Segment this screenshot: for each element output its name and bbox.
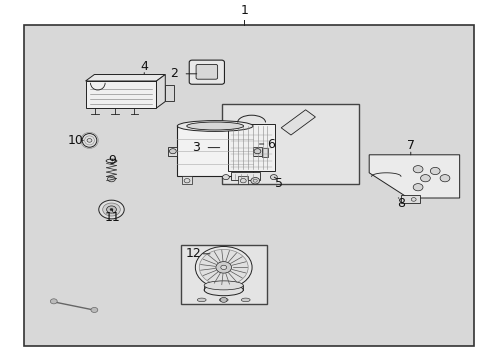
Circle shape [420,175,429,182]
Circle shape [183,179,189,183]
Bar [228,124,274,171]
Ellipse shape [177,121,253,131]
Circle shape [412,166,422,173]
Polygon shape [281,110,315,135]
Circle shape [50,299,57,304]
Circle shape [253,179,257,182]
Bar [24,25,473,346]
Circle shape [99,200,124,219]
Text: 3: 3 [191,141,199,154]
Circle shape [107,176,115,182]
Circle shape [412,184,422,191]
Circle shape [220,297,226,302]
Bar [400,195,419,203]
Circle shape [215,262,231,273]
Circle shape [221,265,226,270]
Polygon shape [85,75,165,81]
Circle shape [254,149,261,154]
Circle shape [270,175,277,180]
Bar [85,81,156,108]
Circle shape [199,249,247,285]
Circle shape [87,139,92,142]
Ellipse shape [204,284,243,296]
Circle shape [410,198,415,201]
Bar [181,245,266,304]
Circle shape [106,206,116,213]
Ellipse shape [197,298,206,302]
Bar [168,147,177,156]
Bar [231,172,259,180]
Circle shape [240,179,245,183]
Text: 12: 12 [185,247,201,260]
Circle shape [195,247,252,288]
Circle shape [222,175,229,180]
Text: 9: 9 [108,154,116,167]
Circle shape [439,175,449,182]
Text: 4: 4 [140,60,148,73]
Circle shape [429,167,439,175]
Bar [238,176,247,184]
Text: 1: 1 [240,4,248,17]
Circle shape [250,177,259,184]
Bar [165,85,174,101]
Text: 5: 5 [274,177,282,190]
Text: 11: 11 [104,211,120,224]
Ellipse shape [106,159,117,163]
Polygon shape [368,155,459,198]
Ellipse shape [204,281,243,290]
Text: 10: 10 [68,134,83,147]
Bar [262,148,267,157]
FancyBboxPatch shape [196,64,217,79]
Circle shape [169,149,176,154]
Text: 6: 6 [267,138,275,150]
Ellipse shape [82,134,97,147]
Polygon shape [156,75,165,108]
Circle shape [91,307,98,312]
Text: 8: 8 [396,197,404,210]
Ellipse shape [241,298,250,302]
Bar [177,126,253,176]
Bar [253,147,262,156]
Bar [222,104,359,184]
Ellipse shape [186,122,243,130]
Bar [182,176,191,184]
Text: 2: 2 [169,67,177,80]
Circle shape [102,203,120,216]
Ellipse shape [219,298,227,302]
Circle shape [110,208,113,211]
Text: 7: 7 [406,139,414,152]
FancyBboxPatch shape [189,60,224,84]
